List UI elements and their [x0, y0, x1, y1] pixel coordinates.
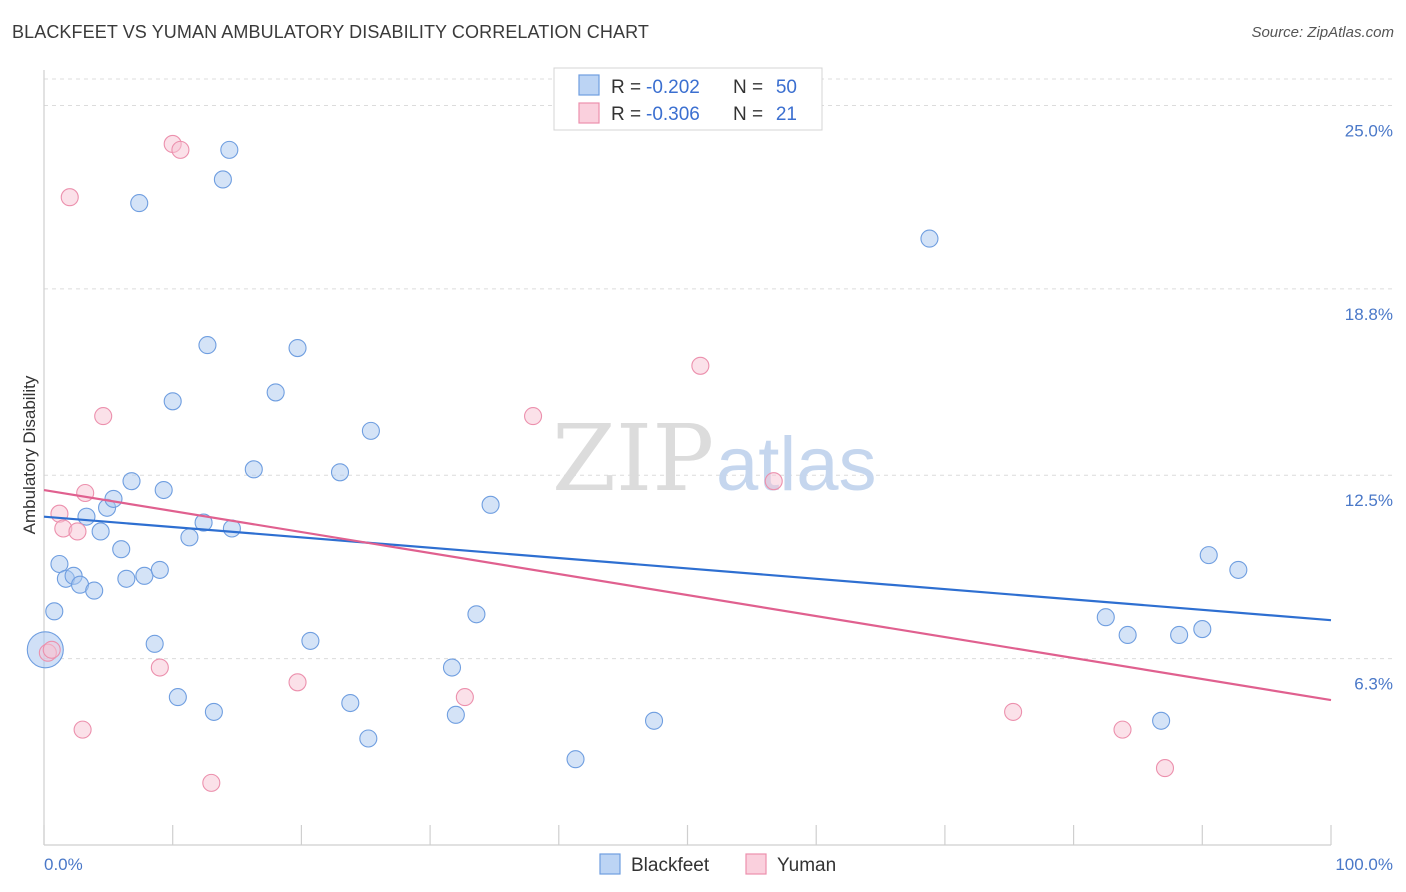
y-tick-label-0: 6.3% — [1354, 675, 1393, 694]
stats-legend: R = -0.202 N = 50 R = -0.306 N = 21 — [553, 67, 823, 131]
yuman-point — [1155, 759, 1175, 778]
data-points — [26, 134, 1248, 792]
blackfeet-point — [288, 339, 307, 358]
trend-lines — [43, 488, 1332, 702]
blackfeet-point — [359, 729, 378, 748]
source-note: Source: ZipAtlas.com — [1251, 24, 1394, 41]
blackfeet-point — [117, 569, 136, 588]
chart-title: BLACKFEET VS YUMAN AMBULATORY DISABILITY… — [12, 22, 649, 42]
blackfeet-point — [330, 463, 350, 482]
yuman-point — [691, 356, 710, 375]
x-tick-labels: 0.0% 100.0% — [44, 855, 1393, 874]
legend-r-value-1: -0.202 — [646, 77, 700, 98]
blackfeet-point — [446, 705, 465, 724]
blackfeet-point — [154, 480, 173, 500]
blackfeet-point — [341, 693, 360, 713]
blackfeet-point — [467, 605, 486, 624]
series-legend-label-blackfeet: Blackfeet — [631, 855, 710, 876]
blackfeet-point — [1118, 625, 1137, 645]
blackfeet-point — [145, 634, 164, 653]
yuman-point — [202, 773, 221, 792]
yuman-point — [171, 140, 190, 159]
blackfeet-point — [150, 560, 169, 579]
yuman-point — [455, 688, 474, 707]
series-legend: Blackfeet Yuman — [599, 853, 836, 876]
yuman-point — [524, 407, 543, 426]
blackfeet-point — [163, 392, 182, 411]
yuman-point — [1113, 720, 1132, 739]
blackfeet-point — [481, 495, 500, 514]
blackfeet-point — [91, 522, 110, 541]
axes — [43, 70, 1332, 846]
blackfeet-point — [1170, 625, 1189, 645]
yuman-trend-line — [43, 488, 1332, 702]
blackfeet-point — [566, 750, 585, 769]
y-tick-label-1: 12.5% — [1345, 491, 1393, 510]
blackfeet-point — [1199, 546, 1218, 565]
series-blackfeet — [26, 140, 1248, 769]
blackfeet-point — [104, 489, 123, 508]
blackfeet-point — [77, 507, 96, 526]
blackfeet-point — [112, 540, 131, 559]
y-tick-labels: 6.3% 12.5% 18.8% 25.0% — [1345, 121, 1393, 693]
yuman-point — [94, 407, 113, 426]
yuman-point — [60, 188, 79, 207]
watermark-atlas: atlas — [716, 422, 877, 507]
blackfeet-trend-line — [43, 515, 1332, 622]
yuman-point — [42, 640, 61, 659]
series-legend-swatch-blackfeet — [599, 853, 621, 875]
legend-swatch-blackfeet — [578, 74, 600, 96]
blackfeet-point — [1193, 620, 1212, 639]
yuman-point — [1004, 702, 1023, 721]
blackfeet-point — [301, 631, 320, 650]
legend-swatch-yuman — [578, 102, 600, 124]
yuman-point — [50, 504, 69, 523]
legend-n-value-2: 21 — [776, 104, 797, 125]
blackfeet-point — [1152, 711, 1171, 730]
watermark: ZIP atlas — [552, 405, 877, 512]
blackfeet-point — [644, 711, 664, 730]
blackfeet-point — [213, 170, 232, 189]
watermark-zip: ZIP — [552, 405, 714, 512]
blackfeet-point — [1229, 560, 1248, 579]
blackfeet-point — [135, 566, 154, 585]
blackfeet-point — [1096, 608, 1115, 627]
blackfeet-point — [220, 140, 239, 159]
blackfeet-point — [194, 513, 213, 532]
series-legend-label-yuman: Yuman — [777, 855, 836, 876]
x-tick-label-0: 0.0% — [44, 855, 83, 874]
legend-n-value-1: 50 — [776, 77, 797, 98]
blackfeet-point — [180, 528, 199, 547]
blackfeet-point — [266, 383, 285, 402]
blackfeet-point — [442, 658, 462, 677]
y-tick-label-3: 25.0% — [1345, 121, 1393, 140]
blackfeet-point — [198, 336, 217, 355]
blackfeet-point — [204, 702, 223, 721]
legend-r-label-1: R = — [611, 77, 641, 98]
y-axis-label: Ambulatory Disability — [20, 375, 39, 534]
blackfeet-point — [168, 688, 187, 707]
yuman-point — [68, 522, 87, 541]
blackfeet-point — [85, 581, 104, 600]
yuman-point — [76, 483, 95, 503]
blackfeet-point — [45, 602, 64, 621]
yuman-point — [73, 720, 92, 739]
yuman-point — [288, 673, 307, 692]
legend-n-label-2: N = — [733, 104, 763, 125]
yuman-point — [764, 472, 783, 491]
yuman-point — [150, 658, 169, 677]
x-tick-label-1: 100.0% — [1335, 855, 1393, 874]
blackfeet-point — [130, 194, 149, 213]
y-tick-label-2: 18.8% — [1345, 305, 1393, 324]
legend-r-label-2: R = — [611, 104, 641, 125]
blackfeet-point — [361, 421, 380, 440]
series-yuman — [38, 134, 1175, 792]
legend-r-value-2: -0.306 — [646, 104, 700, 125]
blackfeet-point — [244, 460, 263, 479]
blackfeet-point — [920, 229, 939, 248]
blackfeet-point — [122, 472, 141, 491]
series-legend-swatch-yuman — [745, 853, 767, 875]
legend-n-label-1: N = — [733, 77, 763, 98]
